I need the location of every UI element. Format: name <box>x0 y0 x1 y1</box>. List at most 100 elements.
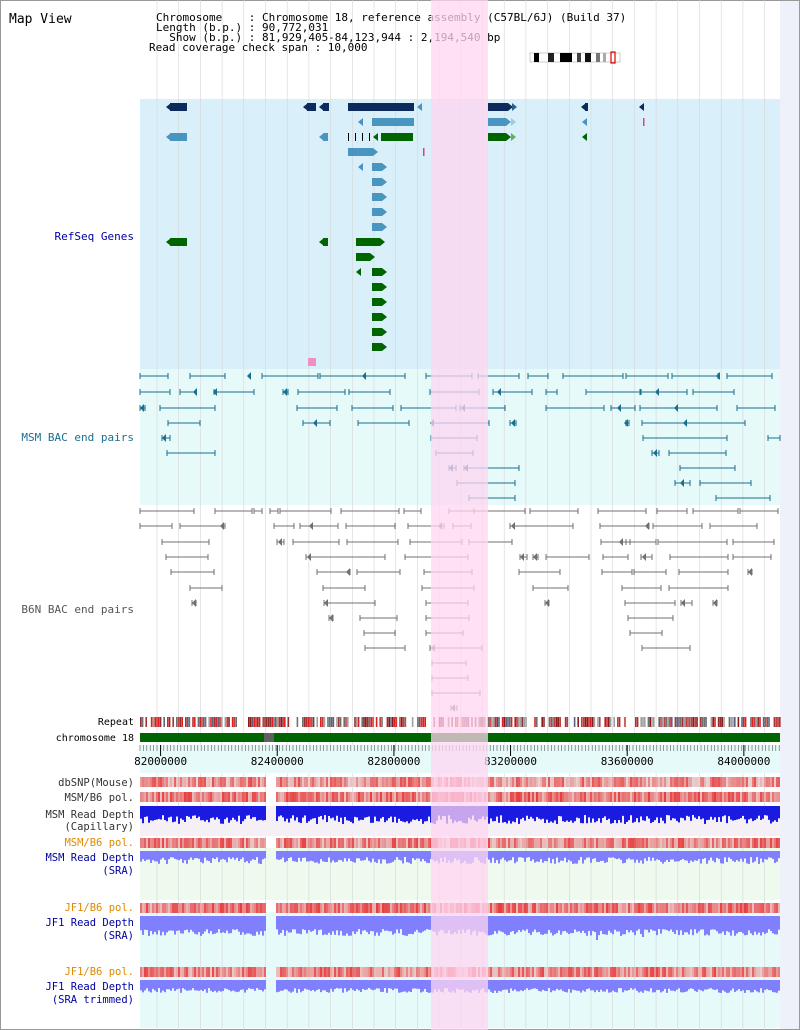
snp-cell <box>372 838 374 848</box>
snp-cell <box>198 967 200 977</box>
snp-cell <box>594 838 596 848</box>
snp-cell <box>508 903 510 913</box>
depth-bar <box>534 916 536 930</box>
snp-cell <box>600 903 602 913</box>
highlight-region[interactable] <box>431 0 488 1030</box>
depth-bar <box>286 980 288 990</box>
repeat-element <box>213 717 216 727</box>
snp-cell <box>524 792 526 802</box>
repeat-element <box>701 717 704 727</box>
snp-cell <box>568 792 570 802</box>
depth-bar <box>700 851 702 864</box>
snp-cell <box>598 838 600 848</box>
depth-bar <box>518 980 520 992</box>
depth-bar <box>332 980 334 992</box>
depth-bar <box>178 851 180 861</box>
snp-cell <box>618 792 620 802</box>
depth-bar <box>712 851 714 861</box>
snp-cell <box>188 838 190 848</box>
snp-cell <box>768 838 770 848</box>
snp-cell <box>612 777 614 787</box>
gene-arrow <box>319 238 324 246</box>
depth-bar <box>672 851 674 860</box>
snp-cell <box>218 903 220 913</box>
snp-cell <box>538 967 540 977</box>
repeat-element <box>696 717 698 727</box>
snp-cell <box>226 838 228 848</box>
gene-arrow <box>303 103 308 111</box>
snp-cell <box>584 792 586 802</box>
depth-bar <box>594 916 596 933</box>
depth-bar <box>768 851 770 858</box>
snp-cell <box>776 777 778 787</box>
axis-tick-label: 83600000 <box>601 755 654 768</box>
gene-arrow <box>373 133 378 141</box>
snp-cell <box>512 967 514 977</box>
snp-cell <box>680 903 682 913</box>
depth-bar <box>406 851 408 863</box>
snp-cell <box>378 838 380 848</box>
bac-arrow <box>645 522 649 530</box>
snp-cell <box>556 792 558 802</box>
depth-bar <box>220 980 222 992</box>
depth-bar <box>696 980 698 992</box>
chromosome-ideogram[interactable] <box>529 51 621 64</box>
repeat-element <box>199 717 201 727</box>
snp-cell <box>674 903 676 913</box>
snp-cell <box>558 838 560 848</box>
depth-bar <box>704 980 706 990</box>
snp-cell <box>186 792 188 802</box>
snp-cell <box>212 967 214 977</box>
depth-bar <box>392 916 394 935</box>
snp-cell <box>696 903 698 913</box>
depth-bar <box>710 806 712 817</box>
repeat-element <box>518 717 520 727</box>
refseq-gene-track[interactable] <box>166 103 645 366</box>
depth-bar <box>188 916 190 933</box>
snp-cell <box>778 838 780 848</box>
snp-cell <box>358 967 360 977</box>
snp-cell <box>492 967 494 977</box>
track-label-repeat: Repeat <box>98 717 134 728</box>
snp-cell <box>702 792 704 802</box>
snp-cell <box>604 903 606 913</box>
depth-bar <box>776 916 778 935</box>
depth-bar <box>550 916 552 933</box>
repeat-element <box>179 717 182 727</box>
depth-bar <box>678 980 680 989</box>
snp-cell <box>514 838 516 848</box>
depth-bar <box>530 980 532 990</box>
snp-cell <box>156 903 158 913</box>
snp-cell <box>584 903 586 913</box>
depth-bar <box>642 806 644 821</box>
depth-bar <box>592 806 594 819</box>
snp-cell <box>614 967 616 977</box>
snp-cell <box>740 967 742 977</box>
depth-bar <box>726 806 728 824</box>
depth-bar <box>418 980 420 989</box>
snp-cell <box>416 838 418 848</box>
depth-bar <box>774 806 776 821</box>
snp-cell <box>752 903 754 913</box>
depth-bar <box>724 851 726 858</box>
snp-cell <box>406 903 408 913</box>
repeat-element <box>750 717 752 727</box>
depth-bar <box>348 806 350 821</box>
depth-bar <box>190 980 192 991</box>
snp-cell <box>562 777 564 787</box>
snp-cell <box>706 792 708 802</box>
snp-cell <box>240 967 242 977</box>
snp-cell <box>406 777 408 787</box>
snp-cell <box>758 777 760 787</box>
snp-cell <box>514 792 516 802</box>
snp-cell <box>608 838 610 848</box>
depth-bar <box>740 916 742 932</box>
snp-cell <box>152 967 154 977</box>
snp-cell <box>182 792 184 802</box>
snp-cell <box>292 903 294 913</box>
snp-cell <box>588 838 590 848</box>
snp-cell <box>722 903 724 913</box>
depth-bar <box>358 916 360 930</box>
gene-arrow <box>373 148 378 156</box>
snp-cell <box>428 967 430 977</box>
